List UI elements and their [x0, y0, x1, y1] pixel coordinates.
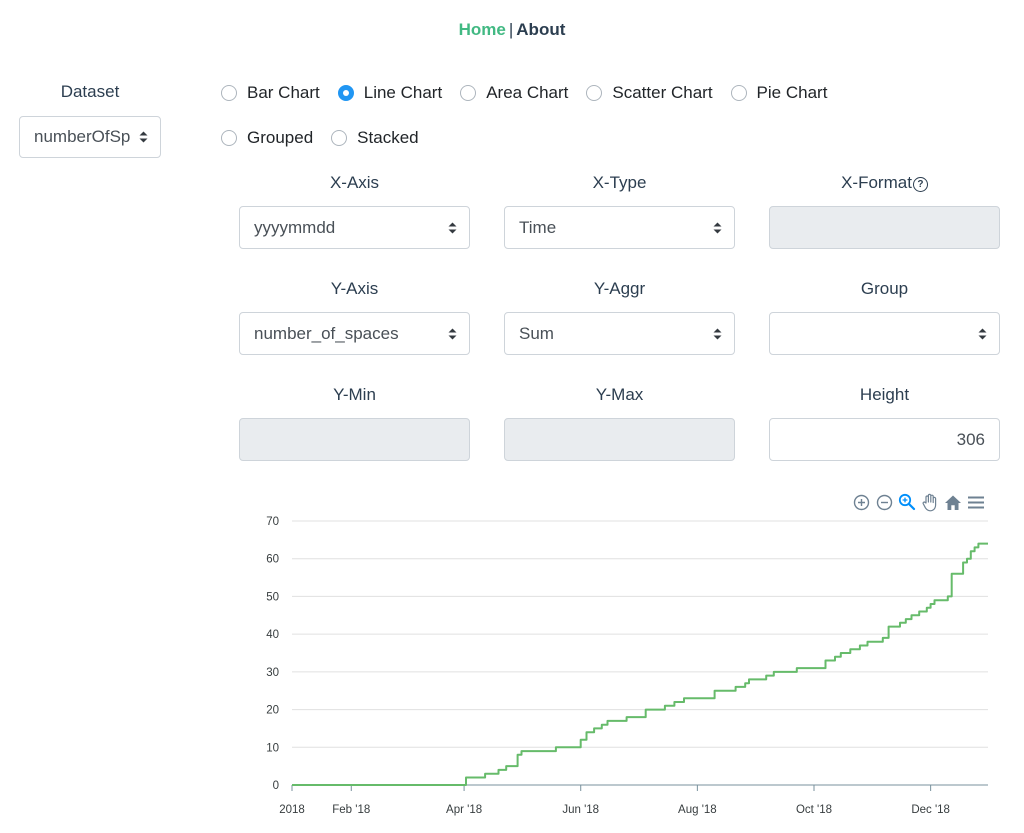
y-tick-label: 0: [273, 780, 279, 792]
x-tick-label: Aug '18: [678, 804, 717, 816]
line-chart-svg: 0 10 20 30 40 50 60 70 2018 Feb '18 Apr '18 Jun '18…: [266, 516, 988, 816]
radio-line-chart[interactable]: Line Chart: [337, 83, 443, 103]
radio-circle[interactable]: [221, 130, 237, 146]
radio-circle[interactable]: [331, 130, 348, 146]
height-label: Height: [859, 385, 910, 404]
zoom-out-icon[interactable]: [874, 492, 894, 512]
x-type-label: X-Type: [592, 173, 647, 192]
dataset-label: Dataset: [60, 82, 120, 101]
y-aggr-label: Y-Aggr: [593, 279, 646, 298]
y-max-label: Y-Max: [595, 385, 644, 404]
radio-stacked[interactable]: Stacked: [331, 128, 419, 148]
series-line: [292, 542, 988, 786]
x-tick-label: Jun '18: [562, 804, 599, 816]
y-tick-label: 70: [266, 516, 279, 528]
select-caret-icon: [448, 328, 457, 339]
top-nav: Home | About: [0, 20, 1024, 40]
radio-label: Scatter Chart: [612, 83, 713, 102]
chart-toolbar: [848, 492, 986, 512]
radio-grouped[interactable]: Grouped: [221, 128, 313, 148]
x-type-select-value: Time: [519, 217, 557, 237]
radio-label: Stacked: [357, 128, 419, 147]
reset-home-icon[interactable]: [943, 492, 963, 512]
radio-circle[interactable]: [460, 85, 477, 101]
y-axis-select-value: number_of_spaces: [254, 323, 399, 343]
radio-label: Pie Chart: [756, 83, 828, 102]
radio-scatter-chart[interactable]: Scatter Chart: [586, 83, 713, 103]
select-caret-icon: [448, 222, 457, 233]
y-tick-label: 20: [266, 705, 279, 717]
radio-bar-chart[interactable]: Bar Chart: [221, 83, 320, 103]
select-caret-icon: [713, 222, 722, 233]
radio-circle[interactable]: [221, 85, 237, 101]
nav-about-link[interactable]: About: [516, 20, 566, 39]
height-input[interactable]: 306: [769, 418, 1000, 461]
y-min-input[interactable]: [239, 418, 470, 461]
y-aggr-select[interactable]: Sum: [504, 312, 735, 355]
x-axis-label: X-Axis: [329, 173, 380, 192]
x-tick-label: Dec '18: [911, 804, 950, 816]
menu-icon[interactable]: [966, 492, 986, 512]
nav-separator: |: [508, 20, 514, 39]
group-select[interactable]: [769, 312, 1000, 355]
zoom-in-icon[interactable]: [851, 492, 871, 512]
y-max-input[interactable]: [504, 418, 735, 461]
radio-circle[interactable]: [730, 85, 747, 101]
line-chart: 0 10 20 30 40 50 60 70 2018 Feb '18 Apr '18 Jun '18…: [238, 486, 1000, 833]
y-tick-label: 50: [266, 591, 279, 603]
x-format-input[interactable]: [769, 206, 1000, 249]
x-tick-label: 2018: [279, 804, 305, 816]
y-tick-label: 30: [266, 667, 279, 679]
y-axis-select[interactable]: number_of_spaces: [239, 312, 470, 355]
selection-zoom-icon[interactable]: [897, 492, 917, 512]
dataset-select-value: numberOfSp: [34, 127, 131, 146]
x-tick-label: Apr '18: [446, 804, 482, 816]
x-format-label: X-Format?: [769, 173, 1000, 193]
radio-label: Area Chart: [486, 83, 569, 102]
select-caret-icon: [978, 328, 987, 339]
y-tick-label: 40: [266, 629, 279, 641]
radio-label: Grouped: [247, 128, 314, 147]
y-axis-label: Y-Axis: [330, 279, 379, 298]
select-caret-icon: [139, 131, 148, 143]
y-aggr-select-value: Sum: [519, 323, 554, 343]
x-tick-label: Oct '18: [796, 804, 832, 816]
radio-label: Bar Chart: [247, 83, 320, 102]
x-type-select[interactable]: Time: [504, 206, 735, 249]
x-tick-label: Feb '18: [332, 804, 370, 816]
y-tick-label: 60: [266, 554, 279, 566]
y-min-label: Y-Min: [333, 385, 376, 404]
chart-type-group: Bar Chart Line Chart Area Chart Scatter …: [221, 83, 845, 103]
radio-pie-chart[interactable]: Pie Chart: [730, 83, 828, 103]
pan-hand-icon[interactable]: [920, 492, 940, 512]
y-tick-label: 10: [266, 742, 279, 754]
select-caret-icon: [713, 328, 722, 339]
radio-circle[interactable]: [586, 85, 603, 101]
dataset-select[interactable]: numberOfSp: [19, 116, 161, 158]
radio-area-chart[interactable]: Area Chart: [460, 83, 568, 103]
x-format-label-text: X-Format: [841, 173, 912, 192]
x-axis-select-value: yyyymmdd: [254, 217, 336, 237]
help-icon[interactable]: ?: [912, 177, 928, 192]
nav-home-link[interactable]: Home: [458, 20, 506, 39]
chart-mode-group: Grouped Stacked: [221, 128, 437, 148]
x-axis-select[interactable]: yyyymmdd: [239, 206, 470, 249]
radio-circle-checked[interactable]: [337, 85, 354, 101]
group-label: Group: [860, 279, 909, 298]
radio-label: Line Chart: [363, 83, 443, 102]
